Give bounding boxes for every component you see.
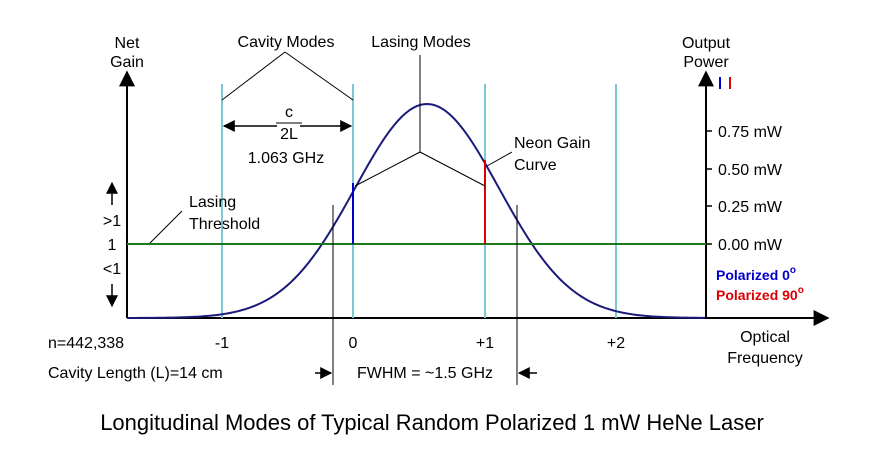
power-tick-label-075: 0.75 mW [718,124,783,141]
x-tick-plus2: +2 [607,335,625,352]
net-gain-label-line1: Net [115,35,140,52]
lasing-threshold-pointer [149,210,183,244]
legend-polarized-0-text: Polarized 0 [716,267,790,283]
neon-gain-pointer [486,151,513,167]
lasing-modes-pointer-left [354,151,421,187]
fwhm-label: FWHM = ~1.5 GHz [357,365,493,382]
optical-frequency-label-line1: Optical [740,329,790,346]
gain-above-label: >1 [103,213,121,230]
output-power-label-line2: Power [683,54,729,71]
cavity-modes-pointer-right [284,51,354,101]
spacing-value: 1.063 GHz [248,150,324,167]
cavity-modes-label: Cavity Modes [238,34,335,51]
neon-gain-label-line2: Curve [514,157,557,174]
power-tick-label-025: 0.25 mW [718,199,783,216]
cavity-length-label: Cavity Length (L)=14 cm [48,365,223,382]
x-tick-0: 0 [349,335,358,352]
gain-equal-label: 1 [108,237,117,254]
net-gain-label-line2: Gain [110,54,144,71]
diagram-title: Longitudinal Modes of Typical Random Pol… [100,410,764,435]
x-tick-plus1: +1 [476,335,494,352]
legend-polarized-90-degree: o [798,285,804,296]
optical-frequency-label-line2: Frequency [727,350,803,367]
spacing-numerator: c [285,104,293,121]
mode-number-label: n=442,338 [48,335,124,352]
lasing-modes-label: Lasing Modes [371,34,471,51]
cavity-modes-pointer-left [221,51,286,101]
spacing-denominator: 2L [280,126,298,143]
legend-polarized-0: Polarized 0o [716,265,796,283]
lasing-modes-pointer-right [419,151,486,187]
output-power-label-line1: Output [682,35,731,52]
gain-below-label: <1 [103,261,121,278]
lasing-threshold-label-line1: Lasing [189,194,236,211]
neon-gain-curve [127,102,706,319]
lasing-threshold-label-line2: Threshold [189,216,260,233]
power-tick-label-050: 0.50 mW [718,162,783,179]
neon-gain-label-line1: Neon Gain [514,135,591,152]
legend-polarized-90: Polarized 90o [716,285,804,303]
legend-polarized-90-text: Polarized 90 [716,287,798,303]
legend-polarized-0-degree: o [790,265,796,276]
power-tick-label-000: 0.00 mW [718,237,783,254]
x-tick-minus1: -1 [215,335,229,352]
